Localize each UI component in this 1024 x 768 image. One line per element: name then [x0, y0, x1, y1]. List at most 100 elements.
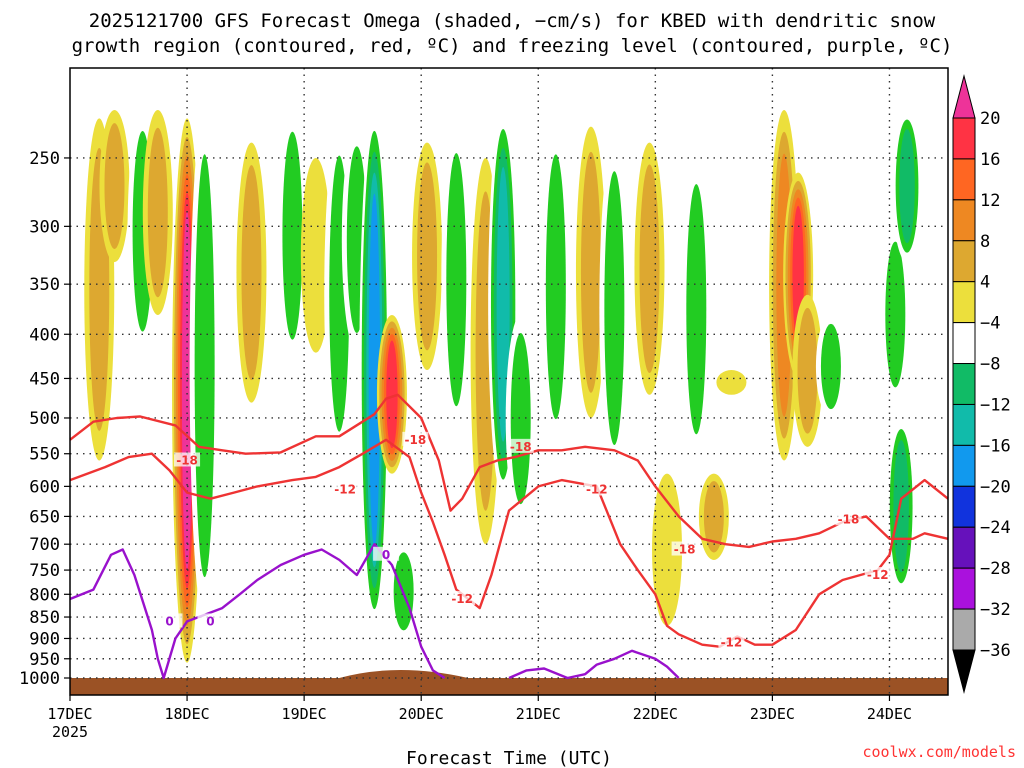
omega-band [686, 184, 707, 435]
omega-plume [300, 157, 331, 353]
contour-label-bg [197, 613, 224, 628]
omega-band [545, 154, 566, 420]
omega-plume [277, 109, 308, 362]
colorbar-label: 16 [980, 150, 1000, 170]
colorbar-segment [952, 485, 976, 528]
colorbar-segment [952, 526, 976, 569]
contour-label: 0 [206, 614, 214, 628]
omega-band [797, 307, 818, 434]
omega-band [604, 171, 625, 446]
omega-plume [599, 142, 630, 474]
colorbar-label: −36 [980, 641, 1011, 661]
contour-label: -18 [838, 512, 860, 526]
omega-plume [142, 110, 173, 316]
omega-band [716, 370, 747, 395]
x-tick-label: 20DEC [399, 705, 444, 723]
colorbar-segment [952, 117, 976, 160]
omega-plume [540, 126, 571, 447]
y-tick-label: 850 [29, 608, 60, 628]
colorbar-arrow-top [952, 74, 976, 119]
omega-plume [792, 294, 823, 447]
chart-title-line2: growth region (contoured, red, ºC) and f… [72, 35, 953, 57]
contour-label: -12 [451, 592, 473, 606]
colorbar-label: −20 [980, 477, 1011, 497]
omega-plume [412, 142, 443, 371]
contour-label-bg [174, 452, 201, 467]
y-tick-label: 550 [29, 445, 60, 465]
y-tick-label: 600 [29, 477, 60, 497]
omega-plume [505, 315, 536, 523]
colorbar-segment [952, 403, 976, 446]
omega-band [446, 153, 467, 407]
x-tick-label: 17DEC [47, 705, 92, 723]
omega-band [104, 123, 125, 249]
omega-band [820, 323, 841, 410]
x-tick-label: 21DEC [516, 705, 561, 723]
y-tick-label: 900 [29, 629, 60, 649]
omega-shading [84, 109, 923, 663]
contour-label: -18 [674, 543, 696, 557]
contour-label: -18 [510, 440, 532, 454]
y-tick-label: 500 [29, 409, 60, 429]
colorbar-label: 4 [980, 273, 990, 293]
contour-label-bg [671, 541, 698, 556]
credit-text: coolwx.com/models [862, 743, 1016, 761]
omega-plume [441, 126, 472, 433]
colorbar-label: −28 [980, 559, 1011, 579]
omega-plume [575, 126, 606, 418]
contour-line [69, 438, 949, 648]
omega-plume [376, 315, 407, 474]
contour-label-bg [373, 546, 400, 561]
plot-area: -18 -12 -18 -12 -18 -12 -18 -12 -18 -12 0 0 0 [69, 67, 949, 696]
y-tick-label: 650 [29, 507, 60, 527]
omega-band [300, 157, 331, 353]
omega-band [885, 241, 906, 388]
omega-band [580, 151, 601, 393]
contour-line [69, 543, 446, 680]
omega-plume [189, 109, 220, 622]
y-tick-label: 250 [29, 149, 60, 169]
y-axis: 2503003504004505005506006507007508008509… [19, 149, 70, 689]
omega-plume [359, 110, 390, 631]
y-tick-label: 350 [29, 275, 60, 295]
colorbar-label: −12 [980, 395, 1011, 415]
omega-band [241, 165, 262, 381]
omega-band [194, 154, 215, 578]
y-tick-label: 400 [29, 325, 60, 345]
contour-label-bg [156, 613, 183, 628]
colorbar-label: −4 [980, 314, 1000, 334]
colorbar-label: 12 [980, 191, 1000, 211]
omega-band [899, 129, 915, 244]
omega-band [510, 332, 531, 505]
colorbar-segment [952, 444, 976, 487]
omega-band [417, 162, 438, 351]
omega-band [496, 167, 510, 442]
omega-plume [681, 157, 712, 461]
colorbar-segment [952, 199, 976, 242]
contour-label-bg [332, 481, 359, 496]
colorbar-label: 20 [980, 109, 1000, 129]
contour-label-bg [835, 511, 862, 526]
colorbar-label: −16 [980, 436, 1011, 456]
x-axis-label: Forecast Time (UTC) [406, 748, 612, 768]
contour-label: -12 [867, 568, 889, 582]
terrain-fill [70, 678, 948, 695]
colorbar-segment [952, 363, 976, 405]
contour-label: -12 [586, 482, 608, 496]
colorbar: 20 16 12 8 4 −4 −8 −12 −16 −20 −24 −28 −32 −36 [952, 74, 1011, 694]
omega-plume [815, 315, 846, 418]
colorbar-label: −24 [980, 518, 1011, 538]
omega-plume [716, 370, 747, 395]
colorbar-segment [952, 567, 976, 610]
colorbar-segment [952, 608, 976, 651]
contour-label-bg [864, 567, 891, 582]
contour-label: 0 [165, 614, 173, 628]
chart-title-line1: 2025121700 GFS Forecast Omega (shaded, −… [89, 10, 936, 32]
contour-line [508, 649, 680, 680]
y-tick-label: 1000 [19, 669, 60, 689]
x-tick-label: 23DEC [750, 705, 795, 723]
contour-label: -12 [334, 482, 356, 496]
colorbar-segment [952, 322, 976, 365]
omega-plume [99, 110, 130, 263]
